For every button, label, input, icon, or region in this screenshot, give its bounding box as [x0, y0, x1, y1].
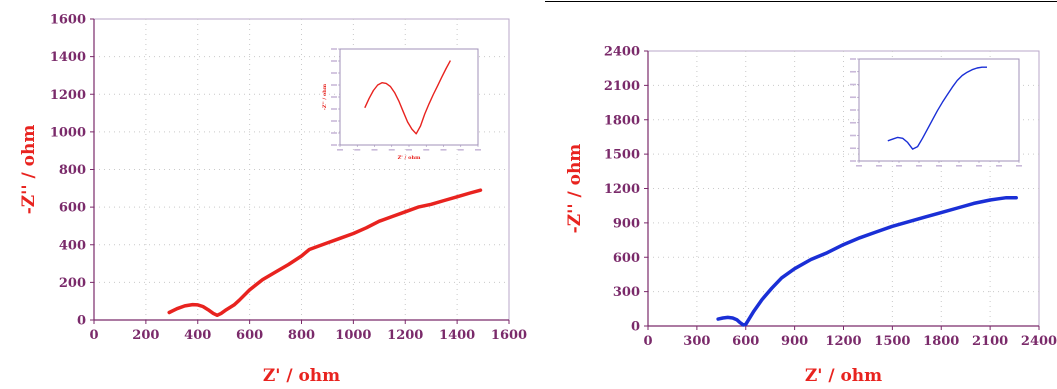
- x-tick-label: 600: [732, 334, 759, 349]
- inset-y-tick-label-mark: [331, 108, 337, 110]
- inset-y-tick-label-mark: [850, 83, 856, 86]
- x-tick-label: 0: [643, 334, 652, 349]
- inset-frame: [339, 48, 479, 146]
- x-tick-label: 600: [236, 328, 263, 343]
- y-tick-label: 2400: [604, 45, 640, 60]
- series-line-0: [716, 195, 1018, 327]
- y-tick-label: 600: [613, 251, 640, 266]
- inset-y-tick-label-mark: [331, 60, 337, 62]
- inset-x-tick-label-mark: [475, 149, 481, 151]
- y-tick-label: 1000: [50, 125, 86, 140]
- inset-x-tick-label-mark: [1016, 165, 1022, 167]
- y-tick-label: 0: [77, 314, 86, 329]
- x-tick-label: 0: [89, 328, 98, 343]
- x-tick-label: 2100: [972, 334, 1008, 349]
- x-tick-label: 200: [132, 328, 159, 343]
- inset-x-axis-title: Z' / ohm: [398, 155, 421, 161]
- y-tick-label: 300: [613, 285, 640, 300]
- inset-x-tick-label-mark: [388, 149, 395, 151]
- inset-y-tick-label-mark: [331, 120, 337, 122]
- x-tick-label: 1400: [439, 328, 475, 343]
- x-axis-title: Z' / ohm: [805, 366, 882, 385]
- y-tick-label: 2100: [604, 79, 640, 94]
- inset-y-axis-title: -Z'' / ohm: [322, 83, 328, 110]
- y-tick-label: 200: [59, 276, 86, 291]
- inset-x-tick-label-mark: [856, 165, 862, 167]
- inset-x-tick-label-mark: [337, 149, 343, 151]
- top-border-line: [545, 1, 1057, 2]
- y-tick-label: 1400: [50, 50, 86, 65]
- y-tick-label: 400: [59, 238, 86, 253]
- y-tick-label: 900: [613, 216, 640, 231]
- inset-y-tick-label-mark: [850, 109, 856, 111]
- inset-y-tick-label-mark: [331, 48, 337, 50]
- y-axis-title: -Z'' / ohm: [19, 125, 39, 215]
- x-tick-label: 1200: [825, 334, 861, 349]
- inset-x-tick-label-mark: [876, 165, 882, 167]
- x-tick-label: 1500: [874, 334, 910, 349]
- inset-y-tick-label-mark: [850, 147, 856, 150]
- inset-x-tick-label-mark: [371, 149, 378, 151]
- inset-x-tick-label-mark: [457, 149, 464, 151]
- inset-x-tick-label-mark: [916, 165, 922, 167]
- inset-series-line: [887, 66, 987, 150]
- chart-left-panel: 0 200 400 600 800 1000 1200 1400 1600 0 200 400 600 8…: [0, 0, 528, 387]
- x-tick-label: 800: [288, 328, 315, 343]
- inset-y-tick-label-mark: [850, 70, 856, 73]
- inset-series-line: [364, 60, 452, 135]
- x-tick-label: 300: [683, 334, 710, 349]
- inset-y-tick-label-mark: [331, 84, 337, 86]
- x-tick-label: 1600: [491, 328, 527, 343]
- inset-x-tick-label-mark: [956, 165, 962, 167]
- y-axis-title: -Z'' / ohm: [565, 144, 585, 234]
- y-tick-label: 1500: [604, 148, 640, 163]
- y-tick-label: 0: [631, 320, 640, 335]
- x-tick-label: 2400: [1021, 334, 1057, 349]
- inset-y-tick-label-mark: [331, 132, 337, 134]
- x-tick-label: 900: [781, 334, 808, 349]
- inset-x-tick-label-mark: [896, 165, 902, 167]
- inset-y-tick-label-mark: [850, 134, 856, 137]
- chart-right: 0 300 600 900 1200 1500 1800 2100 2400 0 300 600 900…: [565, 45, 1057, 387]
- y-tick-label: 1600: [50, 13, 86, 28]
- inset-x-tick-label-mark: [354, 149, 361, 151]
- x-axis-title: Z' / ohm: [263, 366, 340, 385]
- inset-y-tick-label-mark: [850, 58, 856, 60]
- y-tick-label: 1200: [50, 88, 86, 103]
- inset-x-tick-label-mark: [406, 149, 412, 151]
- y-tick-label: 1800: [604, 113, 640, 128]
- inset-y-tick-label-mark: [331, 72, 337, 74]
- chart-right-panel: 0 300 600 900 1200 1500 1800 2100 2400 0 300 600 900…: [528, 0, 1057, 387]
- inset-frame: [858, 58, 1020, 162]
- inset-y-tick-label-mark: [850, 121, 856, 124]
- inset-y-tick-label-mark: [331, 96, 337, 98]
- x-tick-label: 1800: [923, 334, 959, 349]
- x-tick-label: 1000: [335, 328, 371, 343]
- y-tick-label: 1200: [604, 182, 640, 197]
- x-tick-label: 400: [184, 328, 211, 343]
- inset-x-tick-label-mark: [936, 165, 942, 167]
- inset-y-tick-label-mark: [850, 160, 856, 162]
- series-line-0: [167, 188, 483, 318]
- chart-left: 0 200 400 600 800 1000 1200 1400 1600 0 200 400 600 8…: [19, 13, 527, 387]
- x-tick-label: 1200: [387, 328, 423, 343]
- inset-x-tick-label-mark: [440, 149, 447, 151]
- inset-x-tick-label-mark: [423, 149, 430, 151]
- y-tick-label: 600: [59, 201, 86, 216]
- inset-x-tick-label-mark: [976, 165, 982, 167]
- inset-y-tick-label-mark: [850, 96, 856, 99]
- inset-y-tick-label-mark: [331, 144, 337, 146]
- inset-x-tick-label-mark: [996, 165, 1002, 167]
- y-tick-label: 800: [59, 163, 86, 178]
